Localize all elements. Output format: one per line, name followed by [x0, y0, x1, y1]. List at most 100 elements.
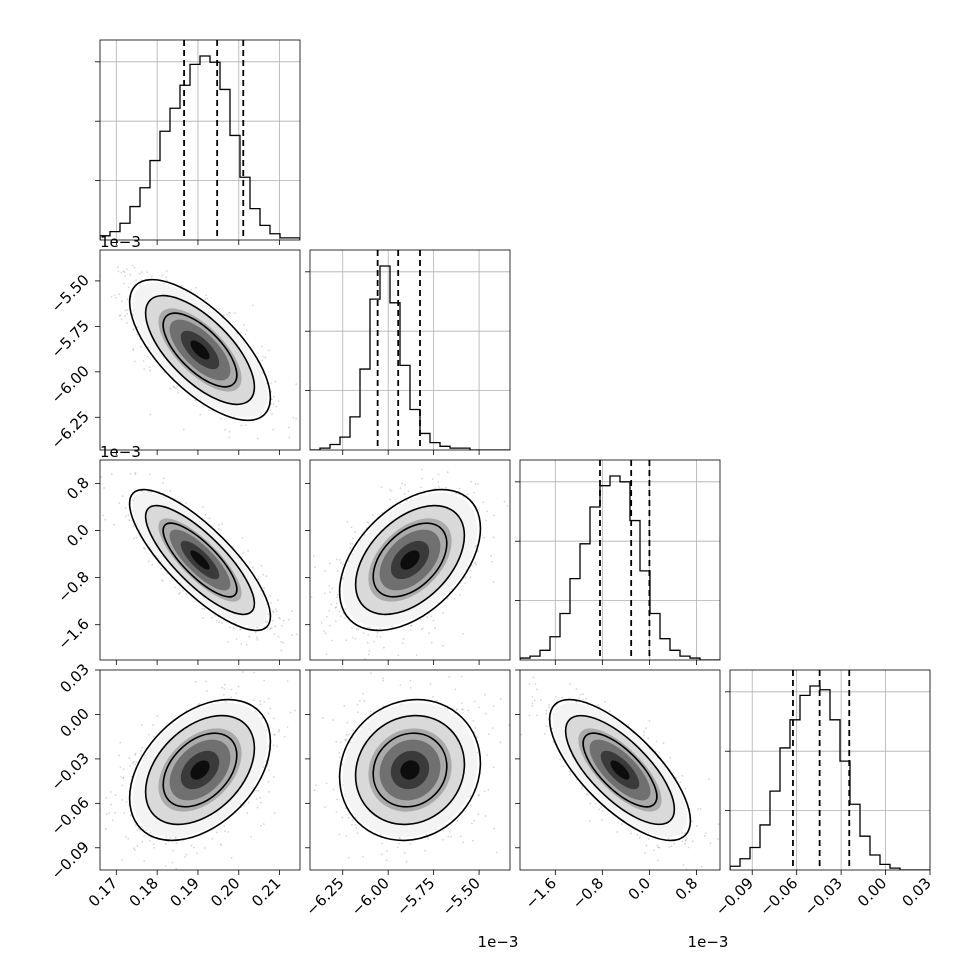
sample-point: [354, 637, 357, 640]
sample-point: [165, 842, 167, 845]
sample-point: [132, 348, 135, 350]
histogram-step: [100, 55, 300, 240]
sample-point: [492, 581, 495, 583]
sample-point: [127, 514, 130, 516]
sample-point: [256, 636, 258, 639]
panel-frame: [729, 669, 931, 871]
sample-point: [207, 409, 210, 412]
sample-point: [261, 359, 263, 362]
sample-point: [295, 417, 297, 420]
sample-point: [175, 387, 177, 389]
sample-point: [329, 624, 331, 627]
sample-point: [420, 628, 423, 631]
sample-point: [251, 566, 254, 569]
sample-point: [367, 626, 369, 629]
sample-point: [219, 529, 222, 532]
panel-frame: [99, 39, 301, 241]
sample-point: [127, 286, 130, 289]
sample-point: [263, 587, 265, 590]
sample-point: [241, 537, 244, 539]
sample-point: [240, 424, 242, 427]
sample-point: [151, 564, 154, 566]
sample-point: [119, 314, 122, 317]
sample-point: [266, 668, 268, 670]
sample-point: [282, 641, 284, 644]
sample-point: [345, 639, 348, 642]
sample-point: [336, 596, 339, 599]
sample-point: [185, 593, 188, 595]
sample-point: [229, 312, 231, 314]
sample-point: [172, 849, 175, 852]
sample-point: [204, 298, 207, 301]
sample-point: [152, 724, 154, 726]
sample-point: [117, 270, 120, 273]
sample-point: [252, 786, 255, 789]
sample-point: [229, 626, 231, 629]
sample-point: [281, 625, 283, 627]
scatter-panel-3-2: [305, 459, 511, 666]
sample-point: [247, 549, 250, 552]
sample-point: [153, 846, 156, 849]
sample-point: [221, 686, 224, 689]
sample-point: [100, 476, 103, 478]
sample-point: [272, 619, 274, 622]
sample-point: [185, 502, 187, 504]
sample-point: [367, 634, 369, 636]
sample-point: [404, 484, 406, 486]
sample-point: [272, 744, 275, 747]
sample-point: [402, 638, 405, 640]
sample-point: [201, 617, 204, 619]
scatter-panel-2-1: [95, 249, 301, 455]
sample-point: [350, 526, 353, 529]
sample-point: [262, 823, 265, 825]
sample-point: [134, 753, 137, 756]
sample-point: [486, 510, 489, 513]
sample-point: [469, 569, 472, 572]
sample-point: [474, 483, 477, 485]
sample-point: [267, 613, 269, 616]
sample-point: [272, 610, 274, 613]
sample-point: [124, 314, 127, 317]
sample-point: [135, 761, 138, 763]
sample-point: [272, 611, 275, 614]
contour-line: [128, 488, 272, 632]
sample-point: [114, 811, 116, 814]
sample-point: [401, 642, 404, 645]
sample-point: [273, 633, 276, 635]
sample-point: [432, 478, 434, 480]
sample-point: [172, 385, 175, 388]
sample-point: [131, 264, 134, 267]
sample-point: [161, 274, 164, 277]
sample-point: [223, 688, 226, 690]
sample-point: [228, 436, 231, 439]
sample-point: [419, 618, 422, 621]
sample-point: [132, 499, 134, 502]
contour-line: [162, 522, 238, 598]
sample-point: [143, 547, 145, 549]
sample-point: [341, 577, 344, 579]
sample-point: [446, 471, 449, 474]
sample-point: [178, 593, 180, 595]
sample-point: [185, 853, 188, 856]
sample-point: [149, 473, 151, 475]
sample-point: [235, 692, 238, 694]
sample-point: [222, 663, 224, 665]
sample-point: [110, 473, 113, 475]
sample-point: [143, 368, 146, 371]
sample-point: [132, 313, 134, 315]
sample-point: [474, 562, 476, 564]
scatter-panel-4-1: [95, 663, 301, 875]
contour-line: [354, 504, 466, 616]
sample-point: [401, 482, 404, 485]
density-level: [190, 340, 210, 360]
sample-point: [213, 615, 216, 617]
sample-point: [126, 268, 128, 271]
sample-point: [410, 624, 413, 627]
sample-point: [267, 627, 270, 629]
contour-line: [372, 522, 448, 598]
sample-point: [331, 639, 334, 642]
sample-point: [244, 333, 247, 336]
sample-point: [333, 664, 335, 666]
sample-point: [271, 398, 273, 401]
sample-point: [199, 413, 202, 416]
